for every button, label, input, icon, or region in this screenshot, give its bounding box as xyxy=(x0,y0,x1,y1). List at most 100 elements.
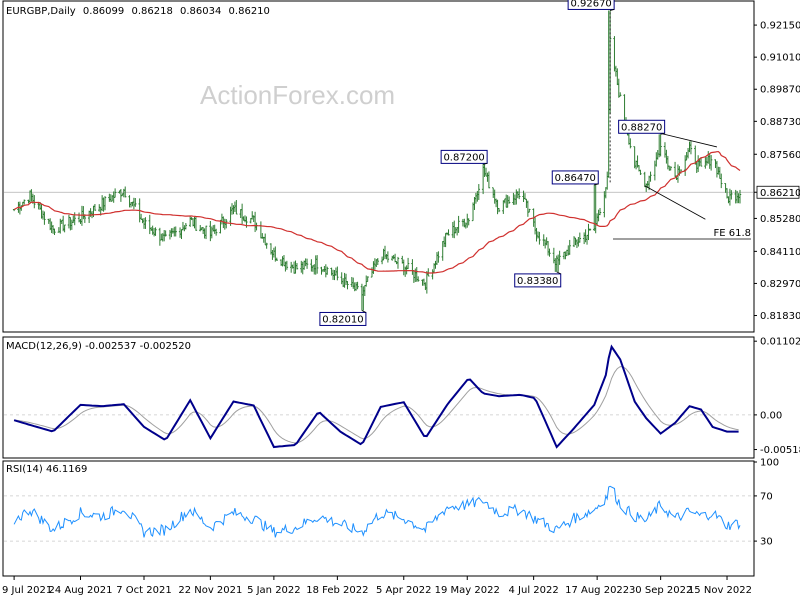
price-axis-label: 0.89870 xyxy=(760,85,800,96)
price-bar xyxy=(315,255,319,274)
price-bar xyxy=(326,266,329,275)
price-axis: 0.92150 0.91010 0.89870 0.88730 0.87560 0.862… xyxy=(754,21,800,322)
price-label-text: 0.82010 xyxy=(322,314,363,325)
time-axis-label: 24 Aug 2021 xyxy=(48,585,112,596)
price-bars xyxy=(12,10,742,311)
price-bar xyxy=(568,239,571,255)
price-bar xyxy=(538,231,541,245)
price-bar xyxy=(204,225,208,240)
price-bar xyxy=(194,216,198,231)
macd-axis-label: -0.005182 xyxy=(760,445,800,456)
price-bar xyxy=(406,257,410,270)
price-axis-label: 0.88730 xyxy=(760,117,800,128)
price-bar xyxy=(366,276,369,283)
price-label: 0.88270 xyxy=(618,119,666,135)
time-axis-label: 19 May 2022 xyxy=(435,585,500,596)
price-bar xyxy=(477,184,480,200)
price-label: 0.87200 xyxy=(440,149,488,165)
price-label-text: 0.86470 xyxy=(555,173,596,184)
price-bar xyxy=(184,223,188,230)
macd-title: MACD(12,26,9) -0.002537 -0.002520 xyxy=(6,341,191,352)
price-axis-label: 0.91010 xyxy=(760,53,800,64)
price-bar xyxy=(457,215,460,233)
price-label: 0.92670 xyxy=(567,0,615,11)
price-bar xyxy=(53,228,56,235)
price-bar xyxy=(588,228,592,231)
rsi-panel xyxy=(2,460,755,577)
price-bar xyxy=(396,256,400,269)
channel-lines xyxy=(609,12,751,240)
price-label: 0.86470 xyxy=(551,170,599,186)
price-bar xyxy=(619,92,622,97)
watermark: ActionForex.com xyxy=(200,80,395,110)
rsi-axis-label: 100 xyxy=(760,458,779,469)
price-bar xyxy=(669,166,672,171)
price-bar xyxy=(275,257,278,261)
time-axis-label: 22 Nov 2021 xyxy=(178,585,242,596)
price-label-text: 0.83380 xyxy=(517,276,558,287)
price-bar xyxy=(23,199,26,205)
symbol-label: EURGBP,Daily 0.86099 0.86218 0.86034 0.8… xyxy=(6,6,270,17)
price-axis-label: 0.82970 xyxy=(760,279,800,290)
price-bar xyxy=(265,242,268,249)
fe-618-label: FE 61.8 xyxy=(713,228,751,239)
rsi-axis-label: 70 xyxy=(760,491,773,502)
price-axis-label: 0.86210 xyxy=(760,188,800,199)
price-label-text: 0.92670 xyxy=(570,0,611,9)
price-bar xyxy=(487,171,491,189)
price-bar xyxy=(548,248,551,257)
rsi-line xyxy=(13,485,741,538)
price-bar xyxy=(447,229,450,236)
price-bar xyxy=(33,195,36,209)
moving-average-line xyxy=(13,150,741,274)
rsi-axis-label: 30 xyxy=(760,537,773,548)
price-bar xyxy=(720,173,723,189)
price-bar xyxy=(113,188,117,198)
price-bar xyxy=(376,258,379,266)
time-axis-label: 9 Jul 2021 xyxy=(2,585,52,596)
price-label: 0.83380 xyxy=(514,271,562,288)
price-bar xyxy=(689,140,693,155)
macd-axis-label: 0.011023 xyxy=(760,337,800,348)
price-bar xyxy=(346,281,349,290)
macd-line xyxy=(13,344,739,449)
time-axis-label: 5 Apr 2022 xyxy=(376,585,431,596)
price-bar xyxy=(386,251,390,263)
time-axis-label: 15 Nov 2022 xyxy=(688,585,752,596)
price-bar xyxy=(43,211,46,225)
price-bar xyxy=(427,268,430,277)
price-bar xyxy=(730,190,733,200)
price-bar xyxy=(63,224,66,233)
rsi-series xyxy=(4,485,753,542)
price-bar xyxy=(356,281,359,290)
time-axis-label: 30 Sep 2022 xyxy=(629,585,692,596)
price-bar xyxy=(558,250,561,265)
price-bar xyxy=(124,186,127,198)
price-panel xyxy=(2,0,755,333)
price-bar xyxy=(497,208,501,213)
rsi-axis: 100 70 30 xyxy=(754,458,779,548)
price-bar xyxy=(336,266,339,281)
price-label: 0.82010 xyxy=(319,310,367,326)
price-bar xyxy=(164,230,167,237)
price-bar xyxy=(93,203,97,211)
price-bar xyxy=(709,155,713,171)
price-bar xyxy=(285,260,289,270)
price-axis-label: 0.85280 xyxy=(760,214,800,225)
channel-upper-line xyxy=(654,131,718,148)
macd-signal-line xyxy=(14,366,739,444)
price-bar xyxy=(578,232,582,243)
price-bar xyxy=(416,276,420,282)
macd-axis: 0.011023 0.00 -0.005182 xyxy=(754,337,800,456)
price-label-text: 0.88270 xyxy=(621,122,662,133)
price-bar xyxy=(738,189,742,204)
channel-lower-line xyxy=(644,185,706,220)
price-axis-label: 0.81830 xyxy=(760,311,800,322)
price-label-text: 0.87200 xyxy=(443,152,484,163)
time-axis-label: 18 Feb 2022 xyxy=(306,585,368,596)
macd-panel xyxy=(2,336,755,459)
time-axis-label: 4 Jul 2022 xyxy=(509,585,559,596)
price-bar xyxy=(659,134,662,157)
price-axis-label: 0.87560 xyxy=(760,150,800,161)
